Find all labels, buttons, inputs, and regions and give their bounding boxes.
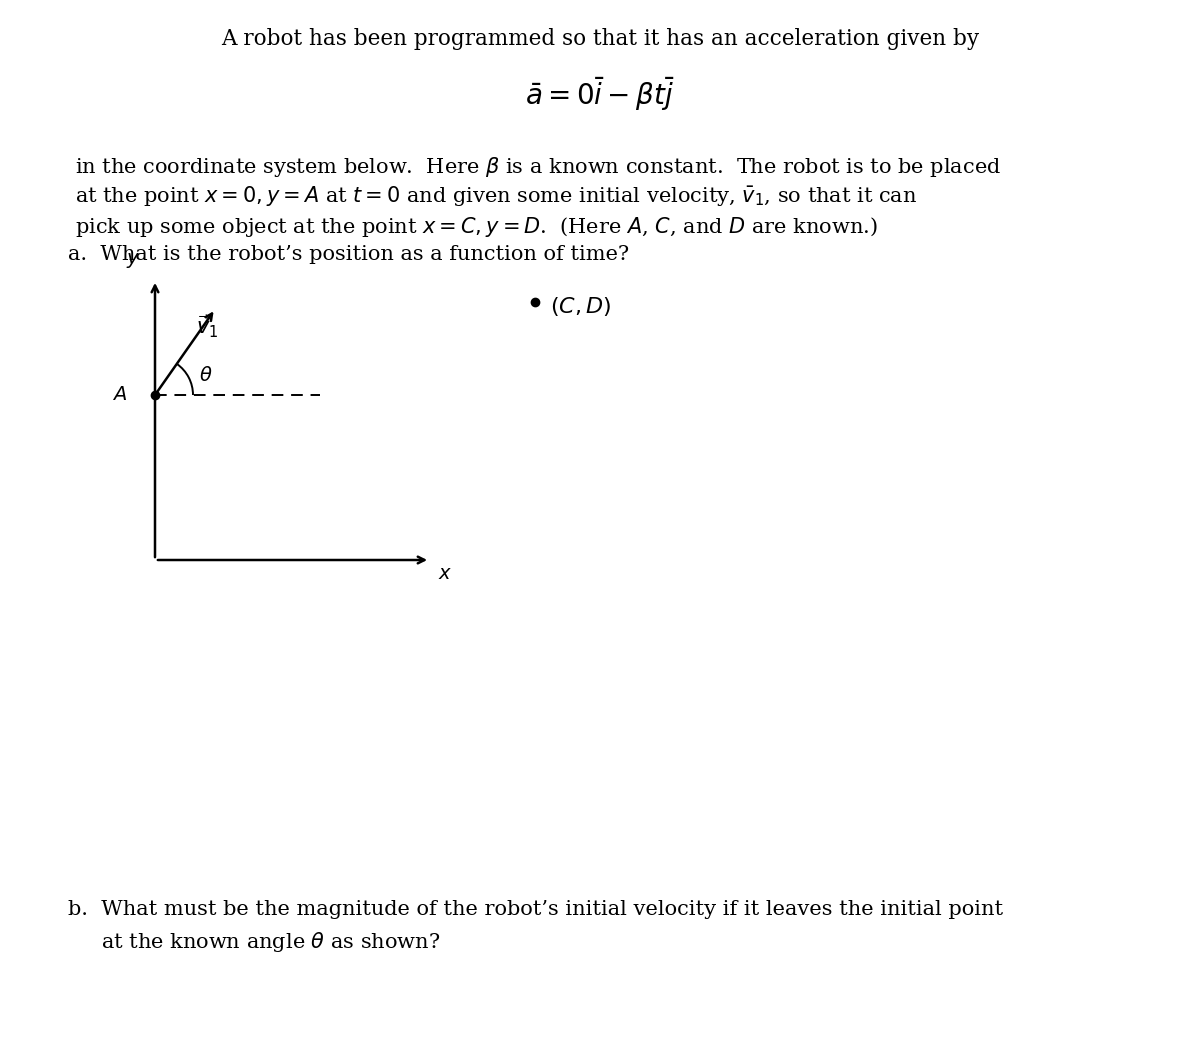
Text: pick up some object at the point $x = C, y = D$.  (Here $A$, $C$, and $D$ are kn: pick up some object at the point $x = C,… (74, 215, 877, 239)
Text: $\bar{a} = 0\bar{i} - \beta t\bar{j}$: $\bar{a} = 0\bar{i} - \beta t\bar{j}$ (524, 75, 676, 113)
Text: at the point $x = 0, y = A$ at $t = 0$ and given some initial velocity, $\bar{v}: at the point $x = 0, y = A$ at $t = 0$ a… (74, 185, 917, 209)
Text: $x$: $x$ (438, 566, 452, 583)
Text: at the known angle $\theta$ as shown?: at the known angle $\theta$ as shown? (68, 930, 440, 954)
Text: in the coordinate system below.  Here $\beta$ is a known constant.  The robot is: in the coordinate system below. Here $\b… (74, 155, 1001, 179)
Text: A robot has been programmed so that it has an acceleration given by: A robot has been programmed so that it h… (221, 28, 979, 50)
Text: $(C, D)$: $(C, D)$ (550, 296, 612, 318)
Text: $y$: $y$ (126, 251, 140, 270)
Text: a.  What is the robot’s position as a function of time?: a. What is the robot’s position as a fun… (68, 244, 629, 264)
Text: $\theta$: $\theta$ (199, 366, 212, 385)
Text: b.  What must be the magnitude of the robot’s initial velocity if it leaves the : b. What must be the magnitude of the rob… (68, 900, 1003, 919)
Text: $\vec{v}_1$: $\vec{v}_1$ (196, 314, 218, 340)
Text: $A$: $A$ (112, 386, 127, 404)
